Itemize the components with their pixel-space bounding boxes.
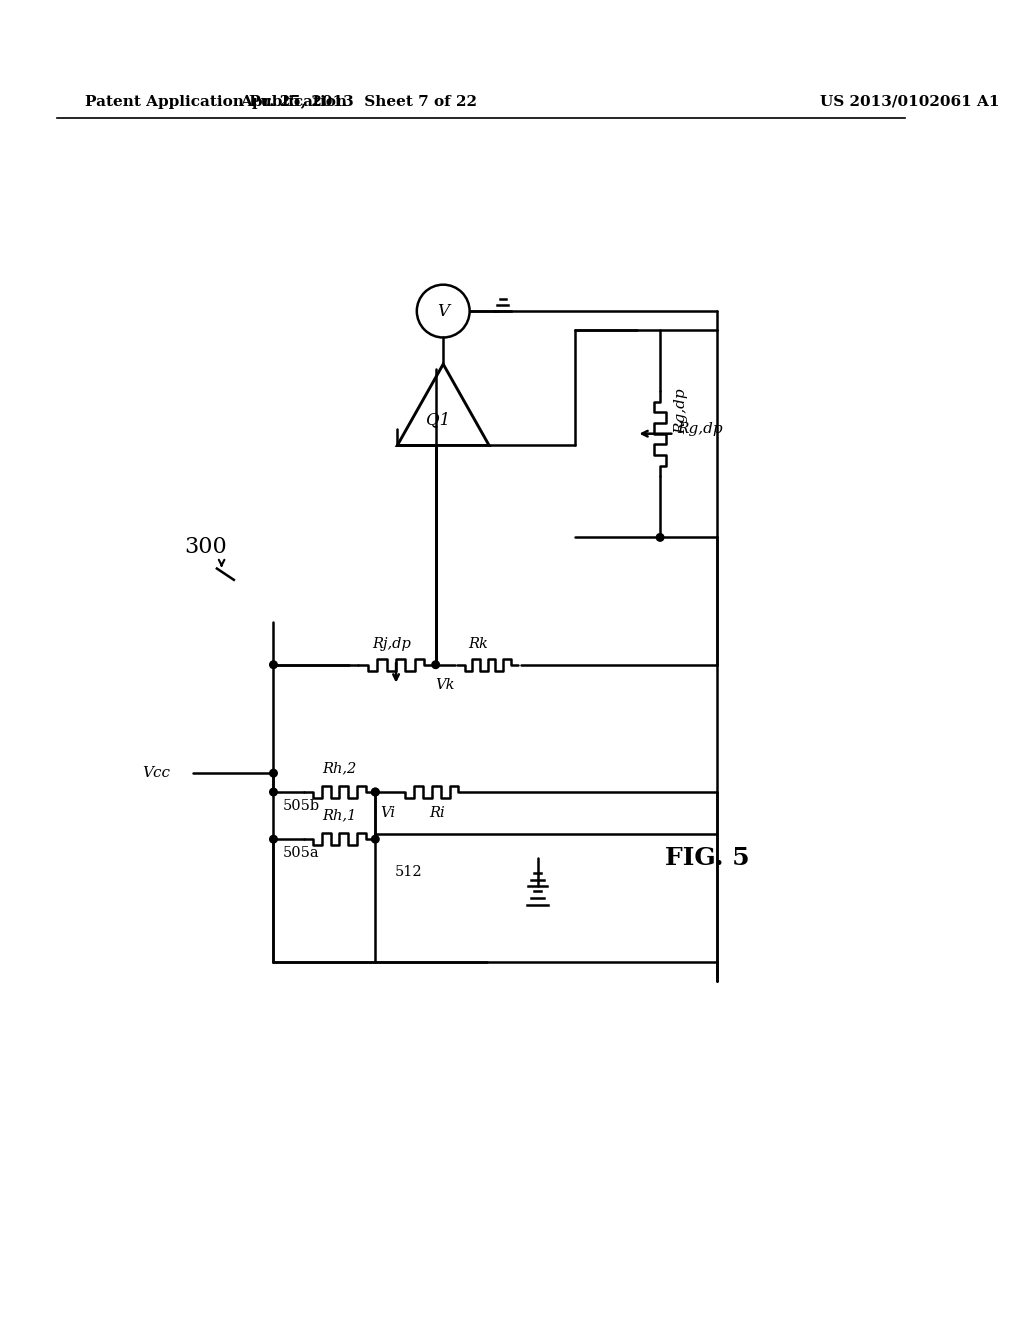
Text: Patent Application Publication: Patent Application Publication <box>85 95 347 108</box>
Circle shape <box>269 661 278 668</box>
Text: Rj,dp: Rj,dp <box>372 638 411 651</box>
Text: 300: 300 <box>184 536 227 558</box>
Text: Ri: Ri <box>429 805 444 820</box>
Circle shape <box>656 533 664 541</box>
Text: Q1: Q1 <box>426 411 451 428</box>
Circle shape <box>269 836 278 843</box>
Text: 505b: 505b <box>283 799 321 813</box>
Text: Rk: Rk <box>468 638 488 651</box>
Circle shape <box>432 661 439 668</box>
Text: 505a: 505a <box>283 846 319 861</box>
Text: Rg,dp: Rg,dp <box>677 422 723 436</box>
Text: Apr. 25, 2013  Sheet 7 of 22: Apr. 25, 2013 Sheet 7 of 22 <box>240 95 477 108</box>
Circle shape <box>372 788 379 796</box>
Text: FIG. 5: FIG. 5 <box>665 846 750 870</box>
Text: Rh,2: Rh,2 <box>323 762 356 775</box>
Circle shape <box>372 788 379 796</box>
Text: V: V <box>437 302 450 319</box>
Text: Vi: Vi <box>380 805 395 820</box>
Circle shape <box>269 770 278 777</box>
Text: Vcc: Vcc <box>141 766 170 780</box>
Text: Rg,dp: Rg,dp <box>674 388 688 434</box>
Circle shape <box>269 788 278 796</box>
Text: US 2013/0102061 A1: US 2013/0102061 A1 <box>820 95 999 108</box>
Text: 512: 512 <box>394 865 422 879</box>
Text: Rh,1: Rh,1 <box>323 809 356 822</box>
Text: Vk: Vk <box>435 678 455 693</box>
Circle shape <box>372 836 379 843</box>
